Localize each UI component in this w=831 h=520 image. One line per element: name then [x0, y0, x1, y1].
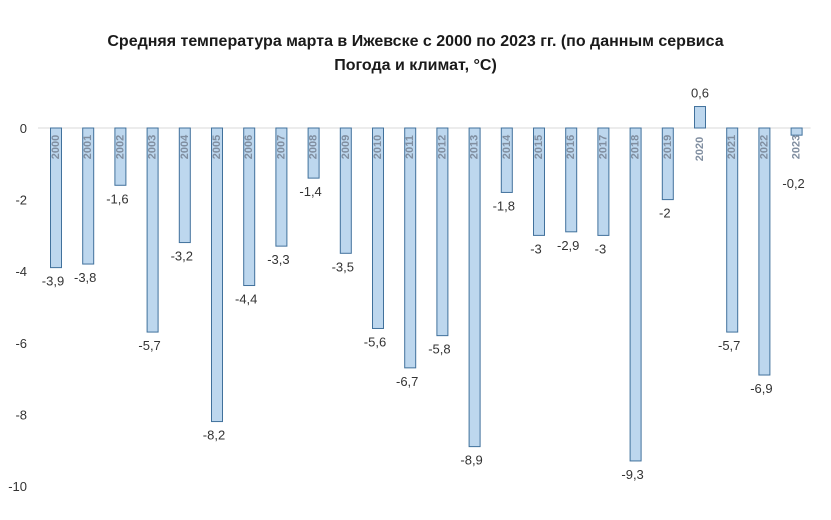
bar	[694, 106, 706, 129]
data-label: -5,8	[428, 342, 450, 357]
bar	[372, 127, 384, 329]
bar	[565, 127, 578, 233]
bar	[211, 127, 223, 423]
data-label: -1,4	[299, 184, 321, 199]
category-label: 2017	[597, 135, 609, 159]
category-label: 2000	[50, 135, 62, 159]
bar	[790, 127, 803, 136]
data-label: -3,8	[74, 270, 96, 285]
chart-title-line-1: Средняя температура марта в Ижевске с 20…	[107, 33, 724, 50]
data-label: -8,2	[203, 428, 225, 443]
bar	[597, 127, 610, 236]
bar	[146, 127, 159, 333]
data-label: -6,9	[750, 381, 772, 396]
chart-title-line-2: Погода и климат, °С)	[334, 57, 497, 74]
bar	[533, 127, 545, 236]
bar	[243, 127, 256, 287]
category-label: 2009	[340, 135, 352, 159]
data-label: -2	[659, 206, 671, 221]
data-label: -3,2	[171, 249, 193, 264]
y-tick-label: -2	[15, 193, 27, 208]
bar	[404, 127, 417, 369]
data-label: -3	[530, 241, 542, 256]
category-label: 2001	[82, 135, 94, 159]
data-label: -8,9	[460, 453, 482, 468]
category-label: 2015	[533, 135, 545, 159]
bar	[468, 127, 481, 448]
data-label: -3,9	[42, 274, 64, 289]
category-label: 2002	[114, 135, 126, 159]
bar	[436, 127, 449, 337]
data-label: -4,4	[235, 292, 257, 307]
bar	[50, 127, 62, 269]
data-label: -5,7	[138, 338, 160, 353]
chart-title: Средняя температура марта в Ижевске с 20…	[0, 30, 831, 78]
y-tick-label: -4	[15, 264, 27, 279]
category-label: 2007	[275, 135, 287, 159]
data-label: 0,6	[691, 86, 709, 101]
data-label: -0,2	[782, 176, 804, 191]
data-label: -9,3	[621, 467, 643, 482]
bar	[758, 127, 771, 376]
category-label: 2011	[404, 135, 416, 159]
bar	[661, 127, 674, 201]
category-label: 2022	[758, 135, 770, 159]
category-label: 2018	[630, 135, 642, 159]
data-label: -3	[595, 241, 607, 256]
category-label: 2012	[436, 135, 448, 159]
data-label: -3,3	[267, 252, 289, 267]
data-label: -2,9	[557, 238, 579, 253]
bar	[500, 127, 513, 193]
category-label: 2019	[662, 135, 674, 159]
data-label: -5,7	[718, 338, 740, 353]
y-tick-label: 0	[20, 121, 27, 136]
bar	[339, 127, 352, 254]
category-label: 2020	[694, 137, 706, 161]
category-label: 2016	[565, 135, 577, 159]
category-label: 2003	[147, 135, 159, 159]
category-label: 2013	[469, 135, 481, 159]
bar	[82, 127, 95, 265]
bar	[275, 127, 288, 247]
y-tick-label: -10	[8, 479, 27, 494]
data-label: -6,7	[396, 374, 418, 389]
bar	[629, 127, 642, 462]
data-label: -1,6	[106, 191, 128, 206]
data-label: -1,8	[493, 198, 515, 213]
bar	[307, 127, 320, 179]
y-tick-label: -6	[15, 336, 27, 351]
category-label: 2010	[372, 135, 384, 159]
category-label: 2005	[211, 135, 223, 159]
category-label: 2014	[501, 134, 513, 159]
category-label: 2006	[243, 135, 255, 159]
category-label: 2023	[791, 135, 803, 159]
category-label: 2008	[308, 135, 320, 159]
data-label: -3,5	[332, 259, 354, 274]
category-label: 2004	[179, 134, 191, 159]
data-label: -5,6	[364, 334, 386, 349]
bar	[114, 127, 127, 186]
y-tick-label: -8	[15, 407, 27, 422]
category-label: 2021	[726, 135, 738, 159]
bar	[726, 127, 739, 333]
bar	[178, 127, 191, 244]
